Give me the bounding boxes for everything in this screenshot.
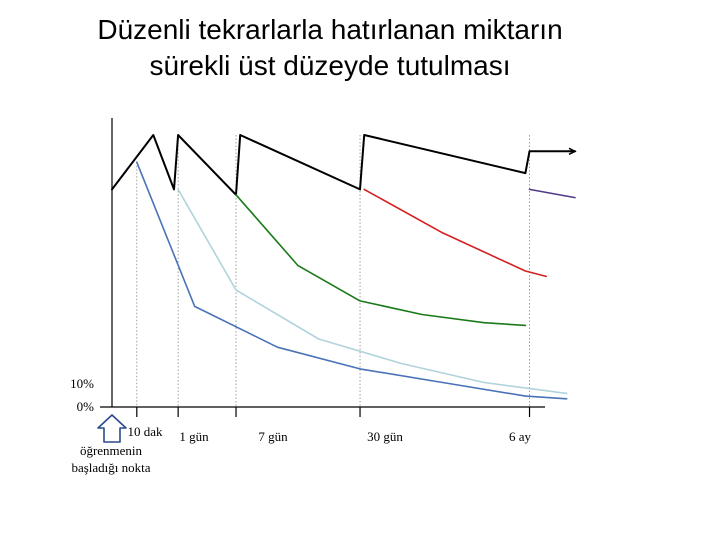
x-tick-label: 1 gün: [179, 429, 209, 444]
series-group: [111, 134, 577, 400]
series-line-3: [177, 188, 568, 395]
start-point-label: başladığı nokta: [71, 460, 150, 475]
series-line-black: [111, 134, 576, 196]
start-point-label: öğrenmenin: [80, 443, 143, 458]
chart-title: Düzenli tekrarlarla hatırlanan miktarın …: [0, 12, 660, 84]
series-line-2: [136, 161, 568, 400]
series-end-arrow: [568, 147, 577, 155]
x-tick-label: 30 gün: [367, 429, 403, 444]
y-tick-label: 10%: [70, 376, 94, 391]
series-line-6: [528, 188, 576, 199]
y-tick-label: 0%: [77, 399, 95, 414]
x-tick-label: 10 dak: [127, 424, 163, 439]
start-arrow-icon: [97, 414, 127, 443]
chart-title-line1: Düzenli tekrarlarla hatırlanan miktarın: [97, 14, 563, 45]
x-tick-label: 6 ay: [509, 429, 532, 444]
start-arrow-shape: [97, 414, 127, 443]
series-line-5: [363, 188, 547, 278]
review-guide-lines: [136, 135, 530, 407]
axis-labels: 10% 0% 10 dak 1 gün 7 gün 30 gün 6 ay öğrenmeni…: [70, 376, 531, 475]
series-line-4: [235, 194, 527, 327]
x-tick-label: 7 gün: [258, 429, 288, 444]
chart-title-line2: sürekli üst düzeyde tutulması: [149, 50, 511, 81]
axes: [100, 118, 545, 417]
